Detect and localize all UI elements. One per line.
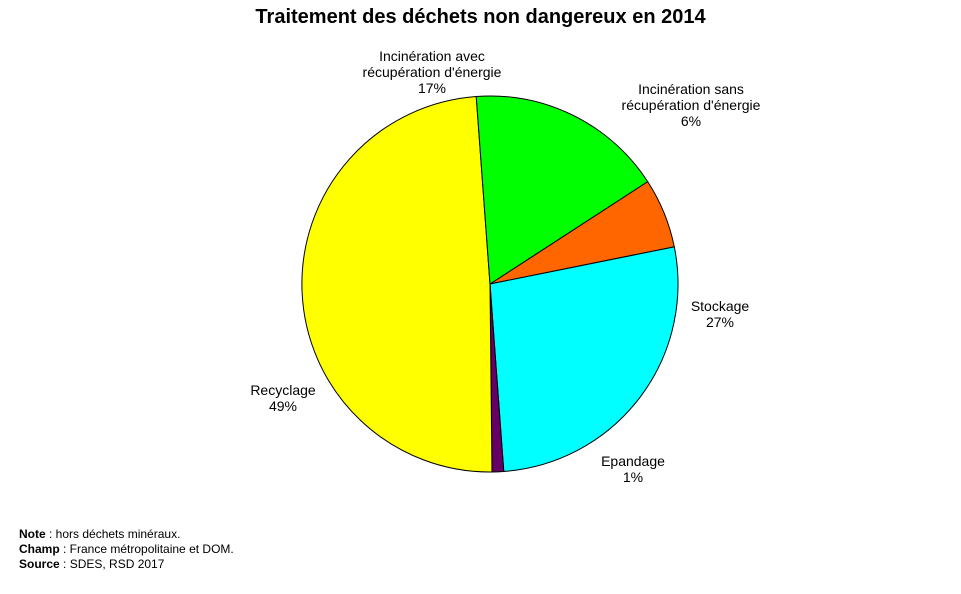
source-label: Source: [19, 557, 60, 571]
note-line: Note : hors déchets minéraux.: [19, 527, 234, 542]
slice-percent: 1%: [622, 469, 644, 485]
slice-label-line: Incinération sans: [638, 81, 744, 97]
champ-line: Champ : France métropolitaine et DOM.: [19, 542, 234, 557]
chart-title: Traitement des déchets non dangereux en …: [255, 6, 706, 28]
note-text: : hors déchets minéraux.: [45, 527, 181, 541]
slice-percent: 27%: [705, 314, 735, 330]
pie-slice-5: [475, 95, 649, 285]
slice-label-line: Recyclage: [250, 382, 316, 398]
slice-label-line: Stockage: [690, 298, 750, 314]
slice-percent: 17%: [417, 80, 447, 96]
slice-label-line: récupération d'énergie: [621, 97, 761, 113]
champ-label: Champ: [19, 542, 60, 556]
source-line: Source : SDES, RSD 2017: [19, 557, 234, 572]
slice-percent: 6%: [680, 113, 702, 129]
champ-text: : France métropolitaine et DOM.: [59, 542, 234, 556]
note-label: Note: [19, 527, 46, 541]
slice-label-2: Stockage 27%: [691, 298, 749, 330]
slice-label-1: Incinération sans récupération d'énergie 6…: [622, 81, 761, 129]
slice-label-line: récupération d'énergie: [362, 64, 502, 80]
slice-label-4: Recyclage 49%: [250, 382, 315, 414]
pie-slice-4: [301, 95, 493, 473]
slice-label-line: Epandage: [601, 453, 665, 469]
slice-label-5: Incinération avec récupération d'énergie 1…: [363, 48, 502, 96]
pie-slice-2: [489, 246, 679, 473]
slice-label-line: Incinération avec: [379, 48, 485, 64]
slice-label-3: Epandage 1%: [601, 453, 665, 485]
footnotes: Note : hors déchets minéraux. Champ : Fr…: [19, 527, 234, 572]
slice-percent: 49%: [268, 398, 298, 414]
source-text: : SDES, RSD 2017: [59, 557, 165, 571]
